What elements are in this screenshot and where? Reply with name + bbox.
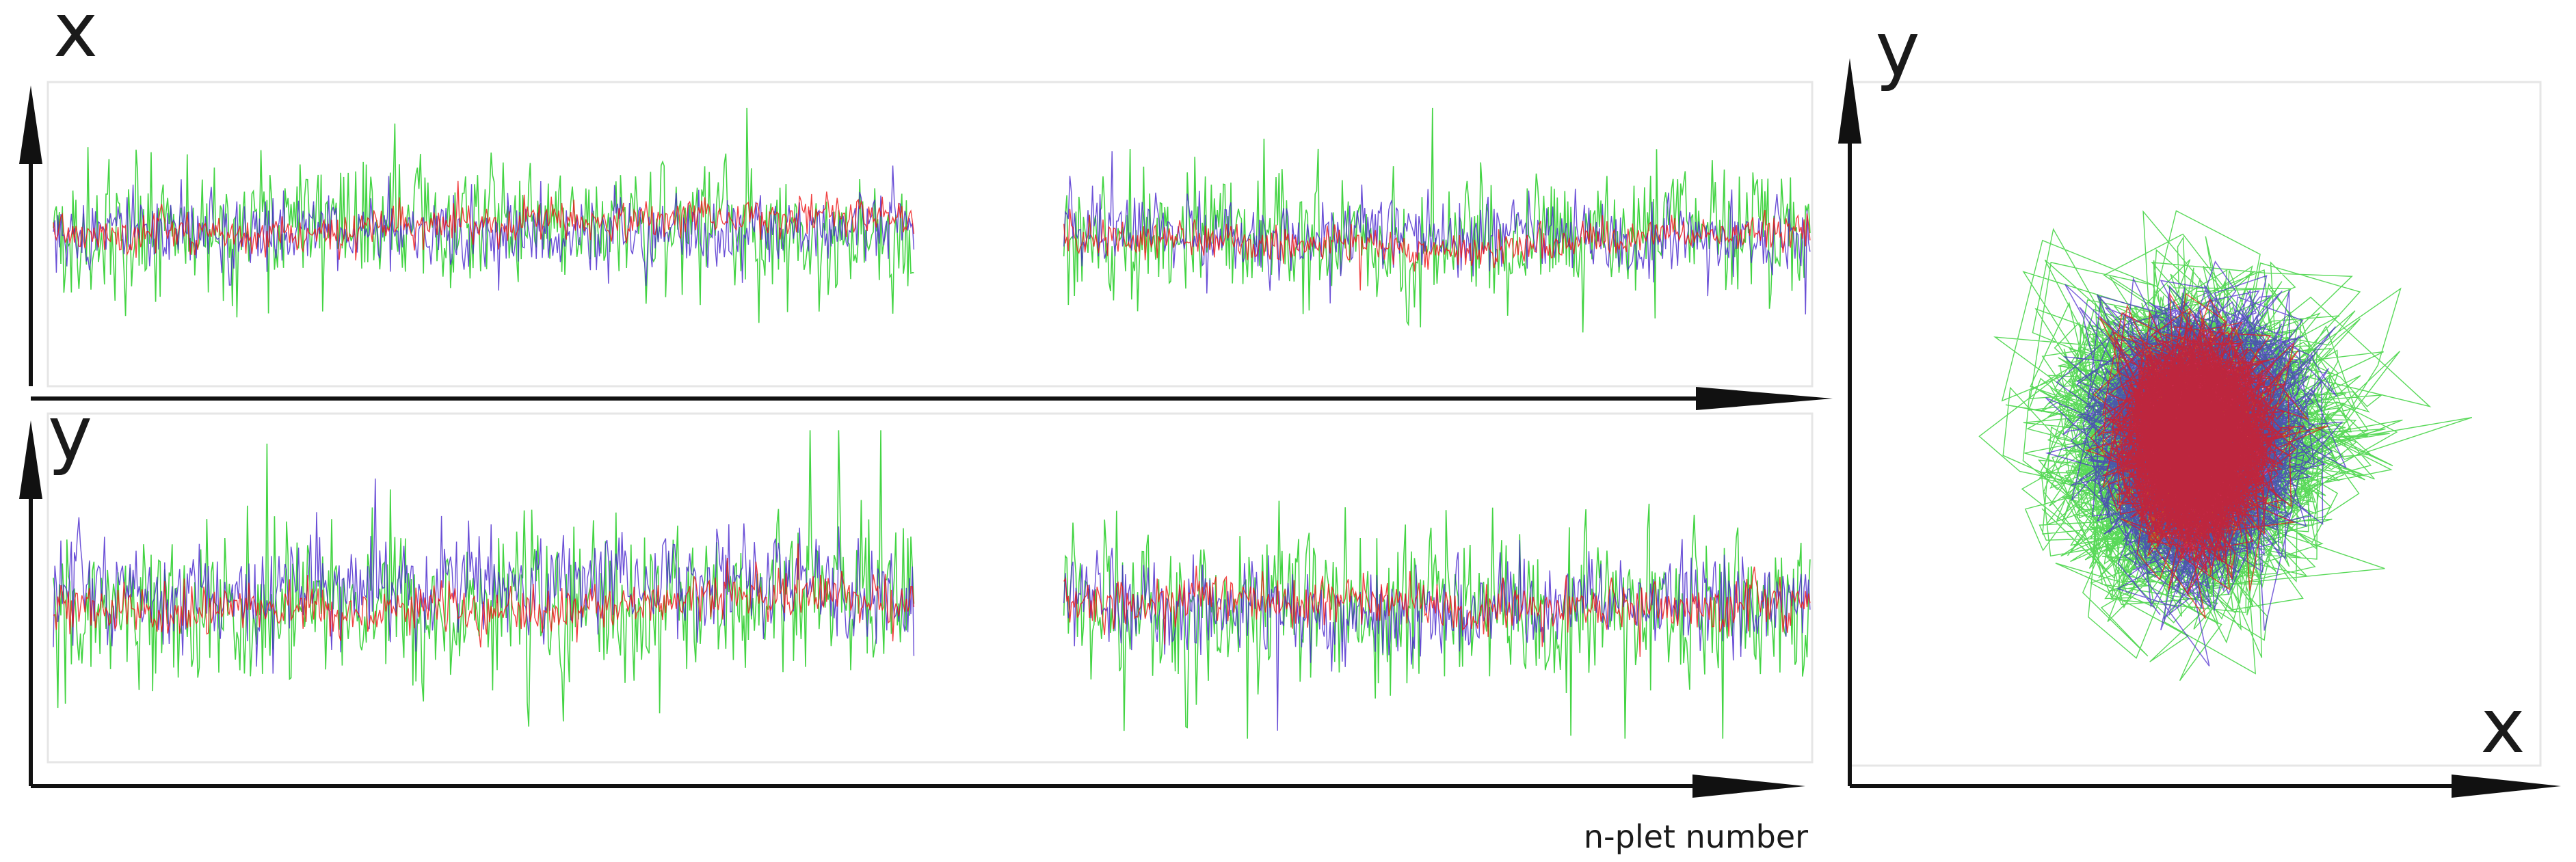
xy-trajectory-y-label: y xyxy=(1875,5,1920,93)
y-trace-plot xyxy=(53,430,1811,739)
trace-line xyxy=(1063,208,1811,291)
xy-trajectory-x-axis-arrow-icon xyxy=(2452,775,2561,798)
trace-line xyxy=(53,543,915,648)
x-trace-y-axis-arrow-icon xyxy=(19,85,42,164)
y-trace-frame xyxy=(47,412,1814,764)
n-plet-number-label: n-plet number xyxy=(1584,818,1808,855)
x-trace-axis-label: x xyxy=(53,0,98,74)
trace-line xyxy=(1063,151,1811,314)
xy-trajectory-plot xyxy=(1978,210,2473,682)
y-trace-x-axis-arrow-icon xyxy=(1692,775,1805,798)
y-trace-y-axis-arrow-icon xyxy=(19,420,42,499)
trace-line xyxy=(53,180,915,260)
trace-line xyxy=(1063,107,1811,333)
trajectory-line xyxy=(2084,292,2328,619)
trace-line xyxy=(1063,565,1811,657)
xy-trajectory-x-label: x xyxy=(2480,682,2525,770)
y-trace-axis-label: y xyxy=(48,390,92,477)
trace-line xyxy=(53,479,915,674)
x-trace-plot xyxy=(53,107,1811,333)
x-trace-x-axis-arrow-icon xyxy=(1696,387,1833,410)
xy-trajectory-y-axis-arrow-icon xyxy=(1838,58,1861,144)
